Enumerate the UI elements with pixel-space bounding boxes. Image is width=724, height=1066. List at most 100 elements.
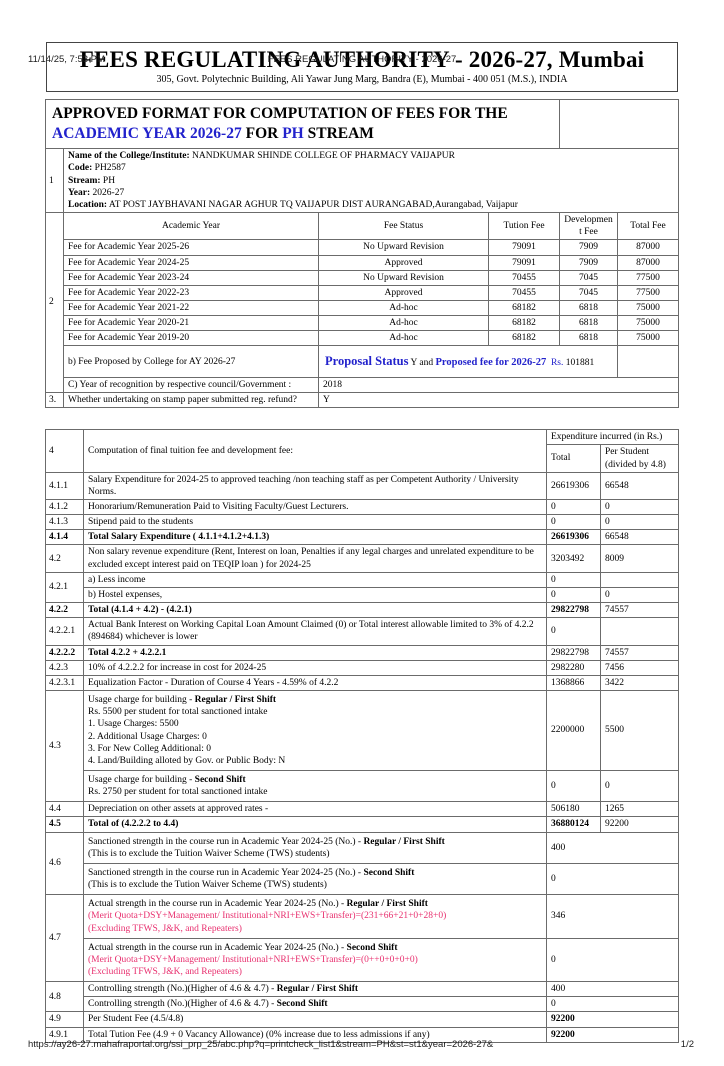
usage-charge-prefix: Usage charge for building - <box>88 695 195 706</box>
row-total: 26619306 <box>546 471 601 501</box>
recognition-value: 2018 <box>318 376 679 394</box>
col-header-fee-status: Fee Status <box>318 212 489 241</box>
row-per: 0 <box>599 586 680 604</box>
computation-row-422: 4.2.2 Total (4.1.4 + 4.2) - (4.2.1) 2982… <box>45 602 680 619</box>
row-desc: Non salary revenue expenditure (Rent, In… <box>83 544 547 573</box>
computation-row-414: 4.1.4 Total Salary Expenditure ( 4.1.1+4… <box>45 529 680 546</box>
college-location-value: AT POST JAYBHAVANI NAGAR AGHUR TQ VAIJAP… <box>108 199 518 210</box>
undertaking-label: Whether undertaking on stamp paper submi… <box>63 392 319 409</box>
college-stream-line: Stream: PH <box>68 175 674 187</box>
row-no: 4.7 <box>45 894 84 983</box>
computation-row-421a: 4.2.1 a) Less income 0 <box>45 571 680 604</box>
computation-table: 4 Computation of final tuition fee and d… <box>45 429 680 1043</box>
row-per: 74557 <box>599 644 680 661</box>
cell-dev: 7045 <box>559 269 618 286</box>
row-desc: Per Student Fee (4.5/4.8) <box>83 1011 547 1028</box>
row-desc: Usage charge for building - Second Shift… <box>83 769 547 803</box>
college-info-row: 1 Name of the College/Institute: NANDKUM… <box>45 148 679 214</box>
fee-history-row: Fee for Academic Year 2020-21 Ad-hoc 681… <box>46 315 679 332</box>
computation-row-411: 4.1.1 Salary Expenditure for 2024-25 to … <box>45 471 680 501</box>
shift-name: Regular / First Shift <box>363 836 445 847</box>
row-desc: Controlling strength (No.)(Higher of 4.6… <box>83 981 547 998</box>
cell-dev: 7909 <box>559 239 618 256</box>
row-number-4: 4 <box>45 429 84 473</box>
row-desc: 10% of 4.2.2.2 for increase in cost for … <box>83 659 547 676</box>
row-no: 4.1.3 <box>45 514 84 531</box>
cell-tuition: 79091 <box>488 254 560 271</box>
row-no: 4.5 <box>45 816 84 833</box>
row-number-1: 1 <box>45 148 64 214</box>
row-desc: Total (4.1.4 + 4.2) - (4.2.1) <box>83 602 547 619</box>
controlling-prefix: Controlling strength (No.)(Higher of 4.6… <box>88 984 277 995</box>
cell-status: Ad-hoc <box>318 330 489 347</box>
cell-total: 77500 <box>617 269 679 286</box>
row-per: 0 <box>599 514 680 531</box>
cell-dev: 6818 <box>559 330 618 347</box>
row-total: 0 <box>546 498 601 516</box>
usage-charge-item3: 3. For New Colleg Additional: 0 <box>88 743 211 754</box>
row-per: 8009 <box>599 544 680 573</box>
college-name-value: NANDKUMAR SHINDE COLLEGE OF PHARMACY VAI… <box>192 151 455 162</box>
approved-format-row: APPROVED FORMAT FOR COMPUTATION OF FEES … <box>45 98 679 150</box>
masthead: FEES REGULATING AUTHORITY - 2026-27, Mum… <box>46 42 678 92</box>
row-desc: Total Salary Expenditure ( 4.1.1+4.1.2+4… <box>83 529 547 546</box>
computation-row-423: 4.2.3 10% of 4.2.2.2 for increase in cos… <box>45 659 680 676</box>
authority-title: FEES REGULATING AUTHORITY - 2026-27, Mum… <box>79 47 645 72</box>
row-desc: b) Hostel expenses, <box>83 586 547 604</box>
row-value: 400 <box>545 831 680 864</box>
row-total: 1368866 <box>546 674 601 692</box>
computation-row-413: 4.1.3 Stipend paid to the students 0 0 <box>45 514 680 531</box>
row-desc: a) Less income <box>83 571 547 588</box>
excluding-note: (Excluding TFWS, J&K, and Repeaters) <box>88 923 242 934</box>
college-code-line: Code: PH2587 <box>68 162 674 174</box>
row-no: 4.2.3.1 <box>45 674 84 692</box>
row-desc: Depreciation on other assets at approved… <box>83 801 547 818</box>
excluding-note: (Excluding TFWS, J&K, and Repeaters) <box>88 967 242 977</box>
row-number-2: 2 <box>45 212 64 394</box>
computation-caption: Computation of final tuition fee and dev… <box>83 429 547 473</box>
cell-status: No Upward Revision <box>318 239 489 256</box>
row-value: 0 <box>545 996 680 1013</box>
quota-breakup-note: (Merit Quota+DSY+Management/ Institution… <box>88 954 418 965</box>
computation-row-4221: 4.2.2.1 Actual Bank Interest on Working … <box>45 617 680 646</box>
sanctioned-strength-line: Sanctioned strength in the course run in… <box>88 867 542 879</box>
usage-charge-rate: Rs. 2750 per student for total sanctione… <box>88 787 268 798</box>
shift-name: Regular / First Shift <box>276 984 359 995</box>
cell-total: 87000 <box>617 239 679 256</box>
row-desc: Stipend paid to the students <box>83 514 547 531</box>
row-value: 0 <box>545 862 680 896</box>
college-code-value: PH2587 <box>94 163 126 174</box>
cell-dev: 6818 <box>559 315 618 332</box>
row-desc: Usage charge for building - Regular / Fi… <box>83 690 547 771</box>
row-number-3: 3. <box>45 392 64 409</box>
fee-history-row: Fee for Academic Year 2024-25 Approved 7… <box>46 254 679 271</box>
shift-name: Regular / First Shift <box>346 899 428 910</box>
row-per <box>599 571 680 588</box>
row-desc: Salary Expenditure for 2024-25 to approv… <box>83 471 547 501</box>
stream-word: STREAM <box>303 125 374 143</box>
browser-print-footer: https://ay26-27.mahafraportal.org/ssi_pr… <box>28 1039 694 1050</box>
tws-note: (This is to exclude the Tuition Waiver S… <box>88 848 330 859</box>
controlling-prefix: Controlling strength (No.)(Higher of 4.6… <box>88 999 277 1010</box>
cell-tuition: 70455 <box>488 284 560 302</box>
print-page-count: 1/2 <box>680 1039 694 1050</box>
currency-label: Rs. <box>550 358 564 369</box>
strength-prefix: Actual strength in the course run in Aca… <box>88 899 347 910</box>
usage-charge-item1: 1. Usage Charges: 5500 <box>88 719 179 730</box>
row-desc: Sanctioned strength in the course run in… <box>83 831 547 864</box>
computation-row-49: 4.9 Per Student Fee (4.5/4.8) 92200 <box>45 1011 680 1028</box>
computation-row-42: 4.2 Non salary revenue expenditure (Rent… <box>45 544 680 573</box>
row-per: 3422 <box>599 674 680 692</box>
shift-name: Second Shift <box>276 999 328 1010</box>
row-desc: Actual strength in the course run in Aca… <box>83 894 547 939</box>
computation-row-4222: 4.2.2.2 Total 4.2.2 + 4.2.2.1 29822798 7… <box>45 644 680 661</box>
row-desc: Sanctioned strength in the course run in… <box>83 862 547 896</box>
fee-history-row: Fee for Academic Year 2021-22 Ad-hoc 681… <box>46 299 679 317</box>
row-total: 0 <box>546 769 601 803</box>
row-no: 4.2.2.1 <box>45 617 84 646</box>
row-no: 4.2.3 <box>45 659 84 676</box>
college-year-label: Year: <box>68 187 91 198</box>
strength-prefix: Sanctioned strength in the course run in… <box>88 836 364 847</box>
cell-year: Fee for Academic Year 2024-25 <box>63 254 319 271</box>
undertaking-row: 3. Whether undertaking on stamp paper su… <box>45 392 679 409</box>
